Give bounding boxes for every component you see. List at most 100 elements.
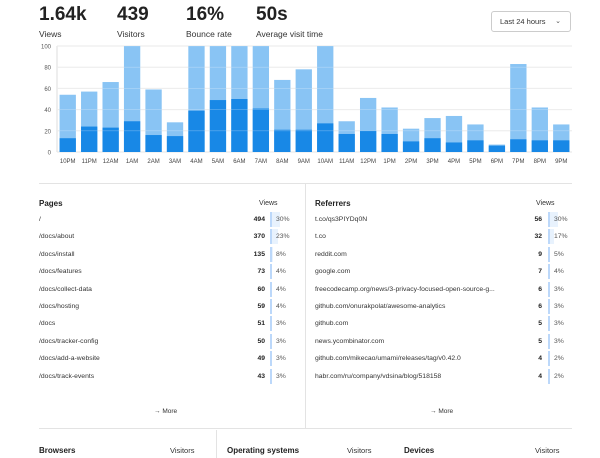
row-label: /docs/collect-data — [39, 285, 92, 293]
percent-bar-edge — [548, 333, 550, 349]
row-percent: 3% — [554, 320, 564, 328]
percent-bar-edge — [270, 264, 272, 280]
row-label: freecodecamp.org/news/3-privacy-focused-… — [315, 285, 495, 293]
browsers-title: Browsers — [39, 446, 76, 455]
table-row[interactable]: / 494 30% — [39, 212, 296, 229]
table-row[interactable]: /docs/features 73 4% — [39, 264, 296, 281]
table-row[interactable]: /docs/tracker-config 50 3% — [39, 333, 296, 351]
table-row[interactable]: /docs/track-events 43 3% — [39, 368, 296, 386]
row-views: 60 — [257, 285, 265, 293]
table-row[interactable]: news.ycombinator.com 5 3% — [315, 333, 574, 351]
row-views: 5 — [538, 320, 542, 328]
row-views: 51 — [257, 320, 265, 328]
bar-visitors — [102, 127, 119, 152]
x-tick-label: 8AM — [276, 159, 288, 165]
row-label: t.co — [315, 233, 326, 241]
x-tick-label: 3AM — [169, 159, 181, 165]
referrers-views-header: Views — [536, 200, 555, 207]
row-views: 5 — [538, 337, 542, 345]
bar-visitors — [231, 99, 248, 152]
section-divider — [39, 428, 572, 429]
date-range-dropdown[interactable]: Last 24 hours ⌄ — [491, 11, 571, 32]
stat-bounce-rate: 16% Bounce rate — [186, 4, 232, 39]
x-tick-label: 11PM — [82, 159, 97, 165]
table-row[interactable]: /docs/hosting 59 4% — [39, 299, 296, 316]
row-percent: 3% — [276, 320, 286, 328]
more-label: More — [438, 408, 454, 415]
y-tick-label: 40 — [44, 108, 51, 114]
table-row[interactable]: github.com/onurakpolat/awesome-analytics… — [315, 299, 574, 316]
percent-bar-edge — [270, 299, 272, 314]
row-label: google.com — [315, 268, 351, 276]
table-row[interactable]: habr.com/ru/company/vdsina/blog/518158 4 2… — [315, 368, 574, 386]
row-percent: 4% — [276, 268, 286, 276]
row-label: /docs/tracker-config — [39, 337, 99, 345]
x-tick-label: 9PM — [555, 159, 567, 165]
x-tick-label: 2PM — [405, 159, 417, 165]
y-tick-label: 0 — [48, 151, 52, 157]
table-row[interactable]: t.co/qs3PIYDq0N 56 30% — [315, 212, 574, 229]
table-row[interactable]: reddit.com 9 5% — [315, 246, 574, 264]
percent-bar — [270, 229, 278, 245]
row-label: habr.com/ru/company/vdsina/blog/518158 — [315, 372, 442, 380]
bar-visitors — [445, 142, 463, 152]
x-tick-label: 4PM — [448, 159, 460, 165]
stat-views: 1.64k Views — [39, 4, 87, 39]
date-range-label: Last 24 hours — [500, 17, 546, 26]
percent-bar-edge — [548, 281, 550, 297]
row-views: 6 — [538, 285, 542, 293]
table-row[interactable]: /docs/about 370 23% — [39, 229, 296, 246]
percent-bar-edge — [270, 333, 272, 349]
bar-views — [510, 64, 527, 152]
row-percent: 3% — [276, 355, 286, 363]
row-label: /docs/features — [39, 268, 82, 276]
row-label: /docs/about — [39, 233, 75, 241]
row-views: 73 — [257, 268, 265, 276]
bar-visitors — [359, 130, 377, 152]
bar-visitors — [467, 140, 484, 152]
table-row[interactable]: github.com/mikecao/umami/releases/tag/v0… — [315, 351, 574, 368]
row-label: /docs — [39, 320, 56, 328]
bar-visitors — [381, 133, 398, 152]
row-percent: 4% — [276, 303, 286, 310]
row-label: /docs/install — [39, 250, 75, 258]
row-views: 50 — [257, 337, 265, 345]
bar-views — [59, 94, 76, 152]
bar-visitors — [81, 126, 98, 152]
row-views: 4 — [538, 355, 542, 363]
x-tick-label: 12PM — [360, 159, 376, 165]
chevron-down-icon: ⌄ — [555, 18, 561, 25]
percent-bar-edge — [548, 368, 550, 384]
bar-visitors — [209, 100, 227, 152]
table-row[interactable]: /docs/collect-data 60 4% — [39, 281, 296, 299]
percent-bar-edge — [270, 316, 272, 332]
percent-bar-edge — [270, 281, 272, 297]
bar-visitors — [424, 138, 441, 152]
table-row[interactable]: /docs/add-a-website 49 3% — [39, 351, 296, 368]
table-row[interactable]: google.com 7 4% — [315, 264, 574, 281]
row-percent: 23% — [276, 233, 290, 241]
row-percent: 3% — [554, 285, 564, 293]
x-tick-label: 3PM — [426, 159, 438, 165]
stat-value: 439 — [117, 4, 149, 25]
table-row[interactable]: /docs 51 3% — [39, 316, 296, 333]
table-row[interactable]: github.com 5 3% — [315, 316, 574, 333]
row-label: /docs/track-events — [39, 372, 95, 380]
stat-label: Visitors — [117, 29, 145, 39]
referrers-more-link[interactable]: → More — [430, 408, 453, 415]
percent-bar — [548, 229, 554, 245]
row-label: / — [39, 216, 41, 223]
row-percent: 3% — [554, 303, 564, 310]
bar-visitors — [531, 140, 548, 152]
bar-visitors — [510, 139, 527, 152]
row-percent: 5% — [554, 250, 564, 258]
table-row[interactable]: freecodecamp.org/news/3-privacy-focused-… — [315, 281, 574, 299]
y-tick-label: 60 — [44, 87, 51, 93]
stat-label: Bounce rate — [186, 29, 232, 39]
column-divider — [216, 430, 217, 458]
table-row[interactable]: t.co 32 17% — [315, 229, 574, 246]
table-row[interactable]: /docs/install 135 8% — [39, 246, 296, 264]
pages-more-link[interactable]: → More — [154, 408, 177, 415]
pages-title: Pages — [39, 199, 63, 208]
bar-visitors — [59, 138, 76, 152]
